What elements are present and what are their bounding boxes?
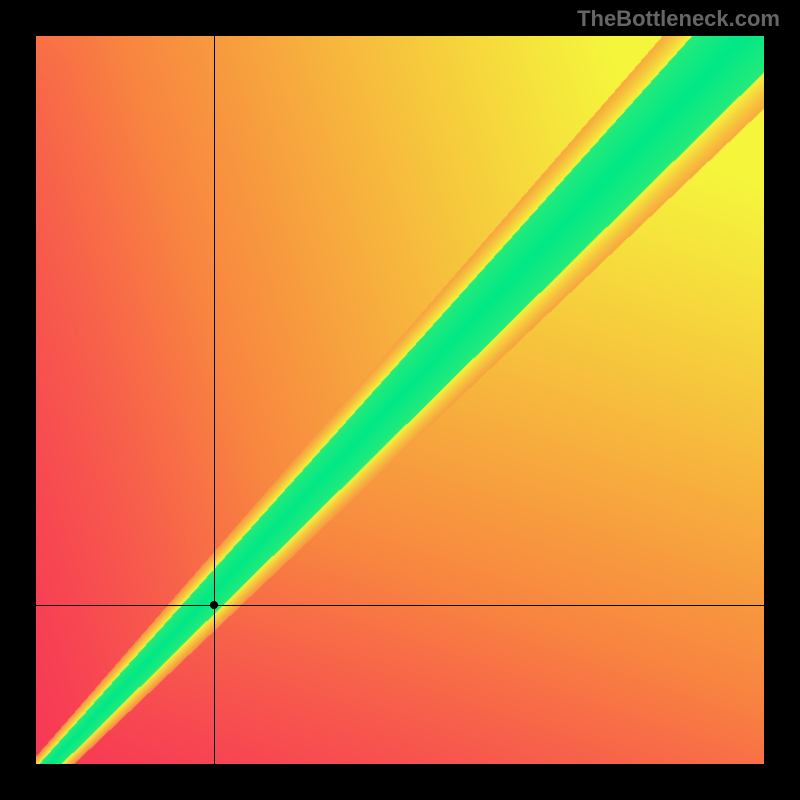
crosshair-horizontal <box>36 605 764 606</box>
chart-container: TheBottleneck.com <box>0 0 800 800</box>
watermark-text: TheBottleneck.com <box>577 6 780 32</box>
heatmap-canvas <box>36 36 764 764</box>
crosshair-vertical <box>214 36 215 764</box>
crosshair-marker <box>210 601 218 609</box>
heatmap-plot <box>36 36 764 764</box>
